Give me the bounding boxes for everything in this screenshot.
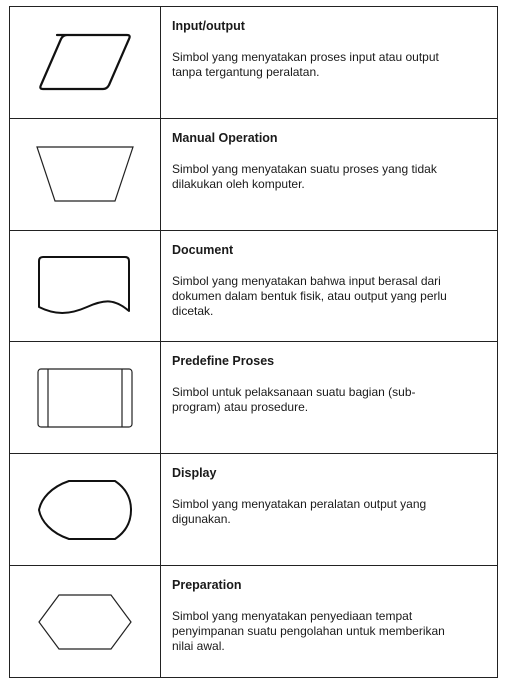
symbol-cell (10, 7, 161, 118)
description-cell: Input/output Simbol yang menyatakan pros… (161, 7, 497, 118)
trapezoid-icon (36, 146, 134, 202)
symbol-description: Simbol untuk pelaksanaan suatu bagian (s… (172, 385, 416, 415)
hexagon-icon (38, 593, 132, 650)
symbol-description: Simbol yang menyatakan suatu proses yang… (172, 161, 437, 191)
symbol-name: Display (172, 466, 217, 481)
symbol-cell (10, 342, 161, 454)
symbol-description: Simbol yang menyatakan bahwa input beras… (172, 273, 447, 318)
symbol-cell (10, 230, 161, 342)
table-row-display: Display Simbol yang menyatakan peralatan… (10, 454, 497, 567)
description-cell: Document Simbol yang menyatakan bahwa in… (161, 231, 497, 342)
table-row-document: Document Simbol yang menyatakan bahwa in… (10, 230, 497, 343)
symbol-cell (10, 454, 161, 566)
symbol-cell (10, 118, 161, 230)
symbol-name: Preparation (172, 578, 242, 593)
table-row-manual-operation: Manual Operation Simbol yang menyatakan … (10, 118, 497, 231)
symbol-name: Manual Operation (172, 130, 278, 145)
document-icon (38, 256, 130, 315)
symbol-cell (10, 566, 161, 677)
table-row-predefine-proses: Predefine Proses Simbol untuk pelaksanaa… (10, 342, 497, 455)
description-cell: Manual Operation Simbol yang menyatakan … (161, 119, 497, 230)
description-cell: Preparation Simbol yang menyatakan penye… (161, 566, 497, 677)
description-cell: Display Simbol yang menyatakan peralatan… (161, 454, 497, 565)
symbol-name: Document (172, 242, 234, 257)
symbol-description: Simbol yang menyatakan peralatan output … (172, 497, 427, 527)
symbol-name: Predefine Proses (172, 354, 275, 369)
table-row-preparation: Preparation Simbol yang menyatakan penye… (10, 566, 497, 677)
symbol-name: Input/output (172, 19, 245, 33)
symbol-description: Simbol yang menyatakan penyediaan tempat… (172, 609, 445, 654)
predefined-process-icon (37, 368, 133, 428)
display-icon (38, 479, 132, 540)
description-cell: Predefine Proses Simbol untuk pelaksanaa… (161, 342, 497, 453)
symbol-description: Simbol yang menyatakan proses input atau… (172, 50, 439, 79)
table-row-input-output: Input/output Simbol yang menyatakan pros… (10, 7, 497, 119)
flowchart-symbol-table: Input/output Simbol yang menyatakan pros… (9, 6, 498, 678)
parallelogram-icon (39, 34, 131, 91)
